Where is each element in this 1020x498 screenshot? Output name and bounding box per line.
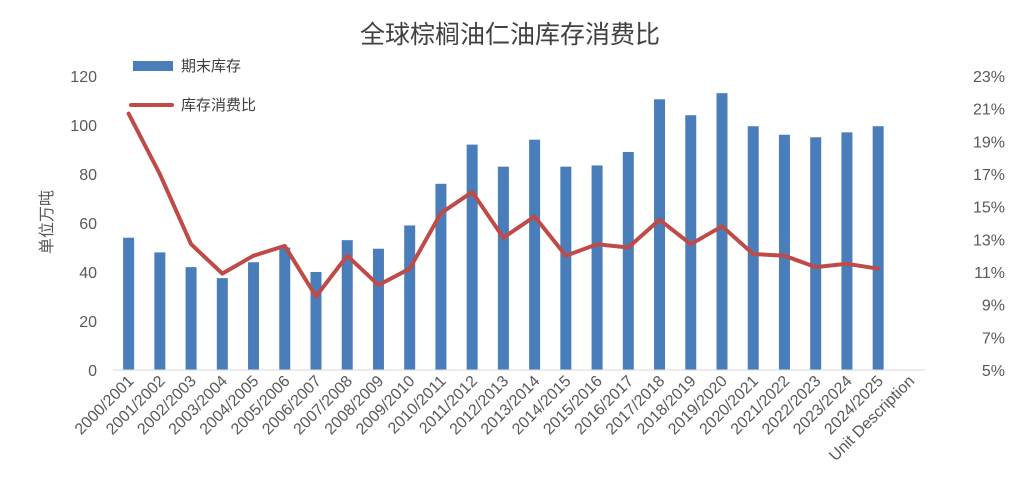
line-point [314,295,318,298]
bar [310,272,322,370]
y-left-tick-label: 100 [70,118,97,135]
line-point [626,246,630,249]
bar [435,183,447,370]
bar [404,225,416,370]
bar [341,240,353,370]
y-right-tick-label: 21% [973,102,1005,119]
legend-line-label: 库存消费比 [181,96,256,114]
bar [560,166,572,370]
bar [185,267,197,370]
bar [841,132,853,370]
bar [216,278,228,370]
line-point [220,272,224,276]
line-point [470,190,474,194]
line-point [189,242,193,246]
line-point [595,242,599,246]
line-point [376,283,380,287]
bar [591,165,603,370]
y-right-tick-label: 5% [982,363,1005,380]
line-point [283,244,287,248]
bar [716,93,728,371]
bar [872,126,884,370]
line-point [408,267,412,271]
y-left-tick-label: 20 [79,314,97,331]
bar [248,262,260,370]
x-axis: 2000/20012001/20022002/20032003/20042004… [72,373,918,465]
line-series-group [126,111,881,299]
y-right-tick-label: 13% [973,232,1005,249]
line-point [658,218,662,222]
line-point [345,254,349,258]
bar [123,237,135,370]
y-left-tick-label: 40 [79,265,97,282]
bar [154,252,166,370]
line-point [814,265,818,269]
legend-bar-label: 期末库存 [181,57,241,75]
chart-title: 全球棕榈油仁油库存消费比 [360,20,660,49]
bar [529,139,541,370]
line-point [158,172,162,176]
bar [778,134,790,370]
y-left-tick-label: 80 [79,167,97,184]
bar [622,151,634,370]
y-axis-left: 0 20 40 60 80 100 120 [70,69,97,380]
bar [372,248,384,370]
y-right-tick-label: 23% [973,69,1005,86]
bar [654,99,666,371]
y-right-tick-label: 17% [973,167,1005,184]
line-point [439,211,443,215]
line-point [127,112,131,116]
bar-series [123,93,884,371]
legend-bar-swatch [133,61,173,71]
line-point [876,267,880,271]
bar [279,247,291,370]
line-point [501,236,505,240]
y-right-tick-label: 15% [973,200,1005,217]
line-point [720,224,724,228]
bar [810,137,822,370]
y-right-tick-label: 7% [982,330,1005,347]
y-left-tick-label: 60 [79,216,97,233]
y-axis-label: 单位万吨 [37,190,56,254]
y-axis-right: 5% 7% 9% 11% 13% 15% 17% 19% 21% 23% [973,69,1005,380]
y-left-tick-label: 120 [70,69,97,86]
bar [466,144,478,370]
line-point [689,242,693,246]
bar [497,166,509,370]
line-point [564,254,568,258]
y-right-tick-label: 11% [974,265,1005,282]
legend: 期末库存 库存消费比 [129,57,256,114]
y-right-tick-label: 19% [973,134,1005,151]
bar [747,126,759,370]
y-right-tick-label: 9% [982,298,1005,315]
line-point [845,262,849,266]
line-point [782,254,786,258]
line-point [751,252,755,256]
line-point [252,254,256,258]
line-point [533,214,537,218]
y-left-tick-label: 0 [88,363,97,380]
